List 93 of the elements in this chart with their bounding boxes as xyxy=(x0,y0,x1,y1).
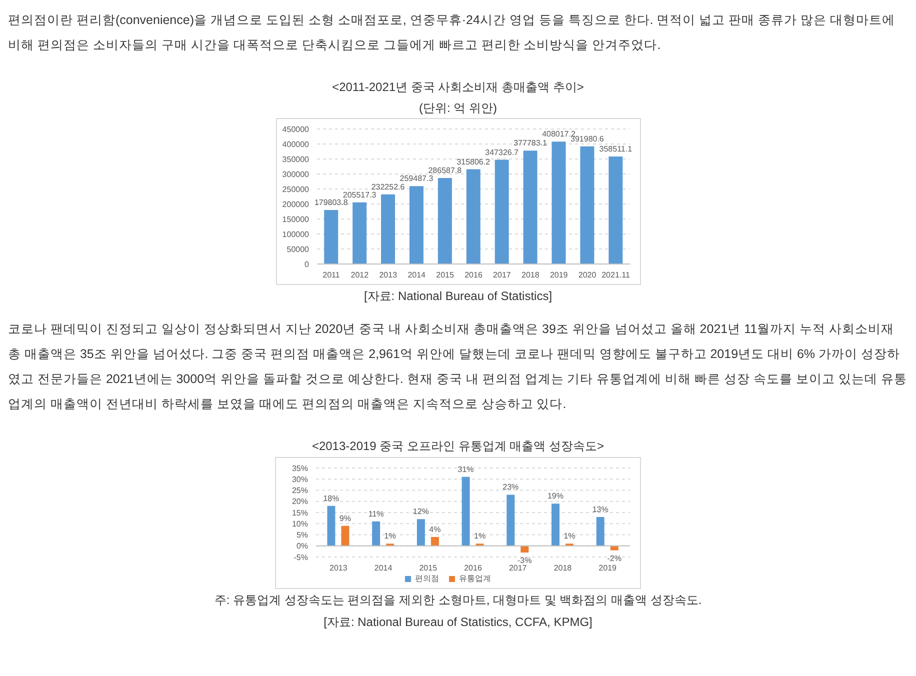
text: [자료: National Bureau of Statistics] xyxy=(362,288,554,305)
y-tick-label: 30% xyxy=(292,474,308,484)
y-tick-label: 0% xyxy=(296,542,308,551)
bar xyxy=(352,202,366,264)
x-tick-label: 2019 xyxy=(598,564,618,573)
bar xyxy=(380,194,395,264)
y-tick-label: 150000 xyxy=(282,214,310,224)
y-tick-label: 300000 xyxy=(282,170,310,179)
bar xyxy=(466,169,480,264)
data-label: 179803.8 xyxy=(314,198,348,208)
bar xyxy=(430,536,439,546)
data-label: 23% xyxy=(502,482,519,492)
y-tick-label: 0 xyxy=(304,260,310,269)
bar xyxy=(437,178,452,264)
data-label: 1% xyxy=(384,532,396,541)
bar xyxy=(341,526,350,546)
x-tick-label: 2014 xyxy=(407,270,426,280)
bar xyxy=(580,146,594,264)
bar xyxy=(324,210,338,264)
x-tick-label: 2016 xyxy=(464,270,482,280)
bar xyxy=(552,504,560,546)
data-label: 12% xyxy=(412,507,429,516)
data-label: 18% xyxy=(323,494,340,503)
data-label: 13% xyxy=(592,504,608,514)
chart-title: <2011-2021년 중국 사회소비재 총매출액 추이> xyxy=(331,79,585,96)
y-tick-label: 450000 xyxy=(282,124,310,134)
text: 편의점이란 편리함(convenience)을 개념으로 도입된 소형 소매점포로, 연중무휴·24시간 영업 등을 특징으로 한다. 면적이 넓고 판매 종류가 많은 대형마트에 비해 편의점은 소비자들의 구매 시간을 대폭적으로 단축시킴으로 그들에게 빠르고 편리한 소비방식을 안겨주었다. xyxy=(8,12,896,54)
data-label: 358511.1 xyxy=(598,144,632,154)
x-tick-label: 2012 xyxy=(350,270,369,280)
data-label: 9% xyxy=(339,514,351,523)
y-tick-label: 350000 xyxy=(282,154,310,164)
data-label: 1% xyxy=(564,532,576,541)
data-label: -3% xyxy=(518,556,532,566)
bar xyxy=(416,519,425,546)
y-tick-label: 200000 xyxy=(282,200,310,209)
text: 주: 유통업계 성장속도는 편의점을 제외한 소형마트, 대형마트 및 백화점의 매출액 성장속도. xyxy=(213,592,703,609)
y-tick-label: 50000 xyxy=(286,244,310,254)
y-tick-label: 15% xyxy=(292,508,308,518)
chart-subtitle: (단위: 억 위안) xyxy=(418,100,498,117)
y-tick-label: 100000 xyxy=(282,230,310,239)
data-label: 11% xyxy=(368,509,384,518)
x-tick-label: 2015 xyxy=(419,564,438,573)
x-tick-label: 2016 xyxy=(464,564,482,573)
y-tick-label: 35% xyxy=(292,464,308,473)
bar xyxy=(408,186,423,264)
x-tick-label: 2018 xyxy=(521,270,540,280)
bar xyxy=(551,142,566,264)
data-label: 19% xyxy=(547,492,564,501)
legend-label: 편의점 xyxy=(415,574,439,583)
bar xyxy=(596,516,604,546)
data-label: 347326.7 xyxy=(484,148,519,157)
data-label: 259487.3 xyxy=(399,174,434,184)
x-tick-label: 2013 xyxy=(378,270,398,280)
bar xyxy=(327,506,336,546)
data-label: 286587.8 xyxy=(428,166,462,176)
data-label: 1% xyxy=(474,532,486,541)
y-tick-label: 250000 xyxy=(282,184,310,194)
chart-title: <2013-2019 중국 오프라인 유통업계 매출액 성장속도> xyxy=(310,438,606,455)
x-tick-label: 2019 xyxy=(549,270,568,280)
bar xyxy=(520,546,529,553)
x-tick-label: 2021.11 xyxy=(601,270,630,280)
data-label: 205517.3 xyxy=(342,190,376,200)
bar xyxy=(462,476,470,546)
bar xyxy=(506,494,515,546)
legend-label: 유통업계 xyxy=(459,574,491,583)
x-tick-label: 2017 xyxy=(508,564,528,573)
bar xyxy=(608,156,622,264)
bar xyxy=(372,521,380,546)
bar xyxy=(522,150,537,264)
text: 코로나 팬데믹이 진정되고 일상이 정상화되면서 지난 2020년 중국 내 사회소비재 총매출액은 39조 위안을 넘어섰고 올해 2021년 11월까지 누적 사회소비재 총 매출액은 35조 위안을 넘어섰다. 그중 중국 편의점 매출액은 2,961억 위안에 달했는데 코로나 팬데믹 영향에도 불구하고 2019년도 대비 6% 가까이 성장하였고 전문가들은 2021년에는 3000억 위안을 돌파할 것으로 예상한다. 현재 중국 내 편의점 업계는 기타 유통업계에 비해 빠른 성장 속도를 보이고 있는데 유통업계의 매출액이 전년대비 하락세를 보였을 때에도 편의점의 매출액은 지속적으로 상승하고 있다. xyxy=(8,321,908,413)
data-label: 315806.2 xyxy=(456,157,490,166)
bar xyxy=(610,546,618,550)
data-label: 377783.1 xyxy=(513,138,548,148)
data-label: 232252.6 xyxy=(370,182,405,192)
data-label: 4% xyxy=(429,524,441,534)
x-tick-label: 2015 xyxy=(436,270,454,280)
x-tick-label: 2018 xyxy=(554,564,572,573)
y-tick-label: 20% xyxy=(292,497,308,506)
bar xyxy=(494,160,508,264)
text: [자료: National Bureau of Statistics, CCFA, KPMG] xyxy=(322,614,594,631)
y-tick-label: 5% xyxy=(296,530,308,540)
data-label: 31% xyxy=(458,464,474,474)
y-tick-label: 400000 xyxy=(282,140,310,149)
y-tick-label: -5% xyxy=(294,552,308,562)
x-tick-label: 2011 xyxy=(322,270,340,280)
y-tick-label: 10% xyxy=(292,519,308,528)
x-tick-label: 2017 xyxy=(492,270,511,280)
x-tick-label: 2014 xyxy=(374,564,393,573)
y-tick-label: 25% xyxy=(292,486,308,496)
x-tick-label: 2013 xyxy=(330,564,348,573)
x-tick-label: 2020 xyxy=(578,270,596,280)
data-label: 391980.6 xyxy=(570,134,604,144)
data-label: -2% xyxy=(607,554,622,564)
